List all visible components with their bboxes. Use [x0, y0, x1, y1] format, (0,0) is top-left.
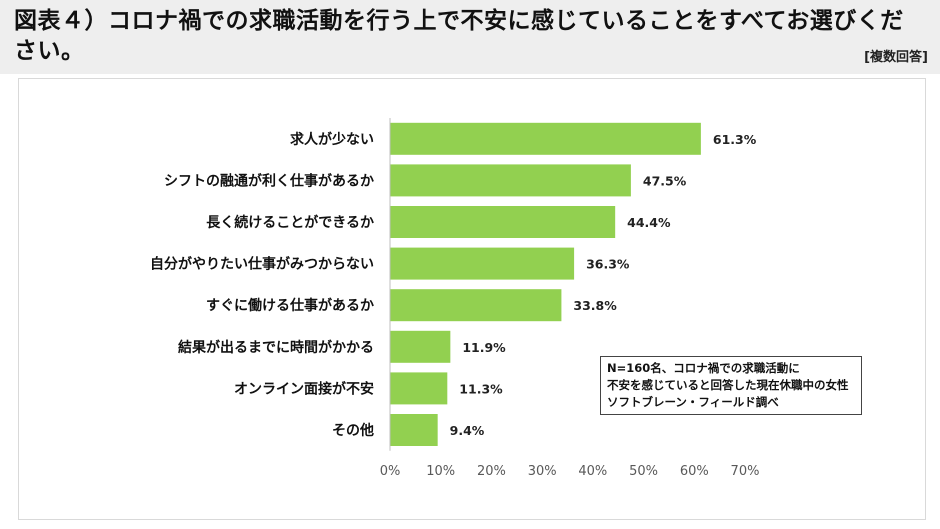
category-label: 長く続けることができるか: [206, 214, 374, 231]
data-label: 33.8%: [573, 298, 617, 313]
data-label: 36.3%: [586, 257, 630, 272]
data-label: 9.4%: [450, 423, 485, 438]
x-tick-label: 10%: [426, 464, 455, 479]
annotation-line-3: ソフトブレーン・フィールド調べ: [607, 395, 779, 409]
x-tick-label: 0%: [380, 464, 401, 479]
bar: [390, 372, 448, 405]
category-label: その他: [332, 422, 374, 439]
data-label: 61.3%: [713, 132, 757, 147]
x-tick-label: 60%: [680, 464, 709, 479]
category-label: 結果が出るまでに時間がかかる: [178, 339, 374, 356]
x-tick-label: 50%: [629, 464, 658, 479]
x-tick-label: 40%: [578, 464, 607, 479]
bar: [390, 164, 631, 197]
category-label: すぐに働ける仕事があるか: [206, 297, 374, 314]
data-label: 11.3%: [459, 381, 503, 396]
bar: [390, 289, 562, 322]
survey-annotation-box: N=160名、コロナ禍での求職活動に 不安を感じていると回答した現在休職中の女性…: [600, 356, 862, 415]
x-tick-label: 30%: [528, 464, 557, 479]
annotation-line-1: N=160名、コロナ禍での求職活動に: [607, 361, 800, 375]
category-label: シフトの融通が利く仕事があるか: [164, 172, 374, 189]
title-banner: 図表４）コロナ禍での求職活動を行う上で不安に感じていることをすべてお選びください…: [0, 0, 940, 74]
multiple-answer-note: [複数回答]: [864, 50, 928, 65]
category-label: 自分がやりたい仕事がみつからない: [150, 256, 374, 273]
data-label: 11.9%: [462, 340, 506, 355]
chart-title: 図表４）コロナ禍での求職活動を行う上で不安に感じていることをすべてお選びください…: [14, 8, 904, 64]
data-label: 47.5%: [643, 173, 687, 188]
bar: [390, 247, 575, 280]
bar: [390, 330, 451, 363]
category-label: 求人が少ない: [290, 131, 374, 148]
annotation-line-2: 不安を感じていると回答した現在休職中の女性: [607, 378, 849, 392]
data-label: 44.4%: [627, 215, 671, 230]
bar: [390, 414, 438, 446]
category-label: オンライン面接が不安: [234, 380, 374, 397]
bar: [390, 206, 616, 238]
bar: [390, 122, 701, 155]
x-tick-label: 20%: [477, 464, 506, 479]
x-tick-label: 70%: [731, 464, 760, 479]
